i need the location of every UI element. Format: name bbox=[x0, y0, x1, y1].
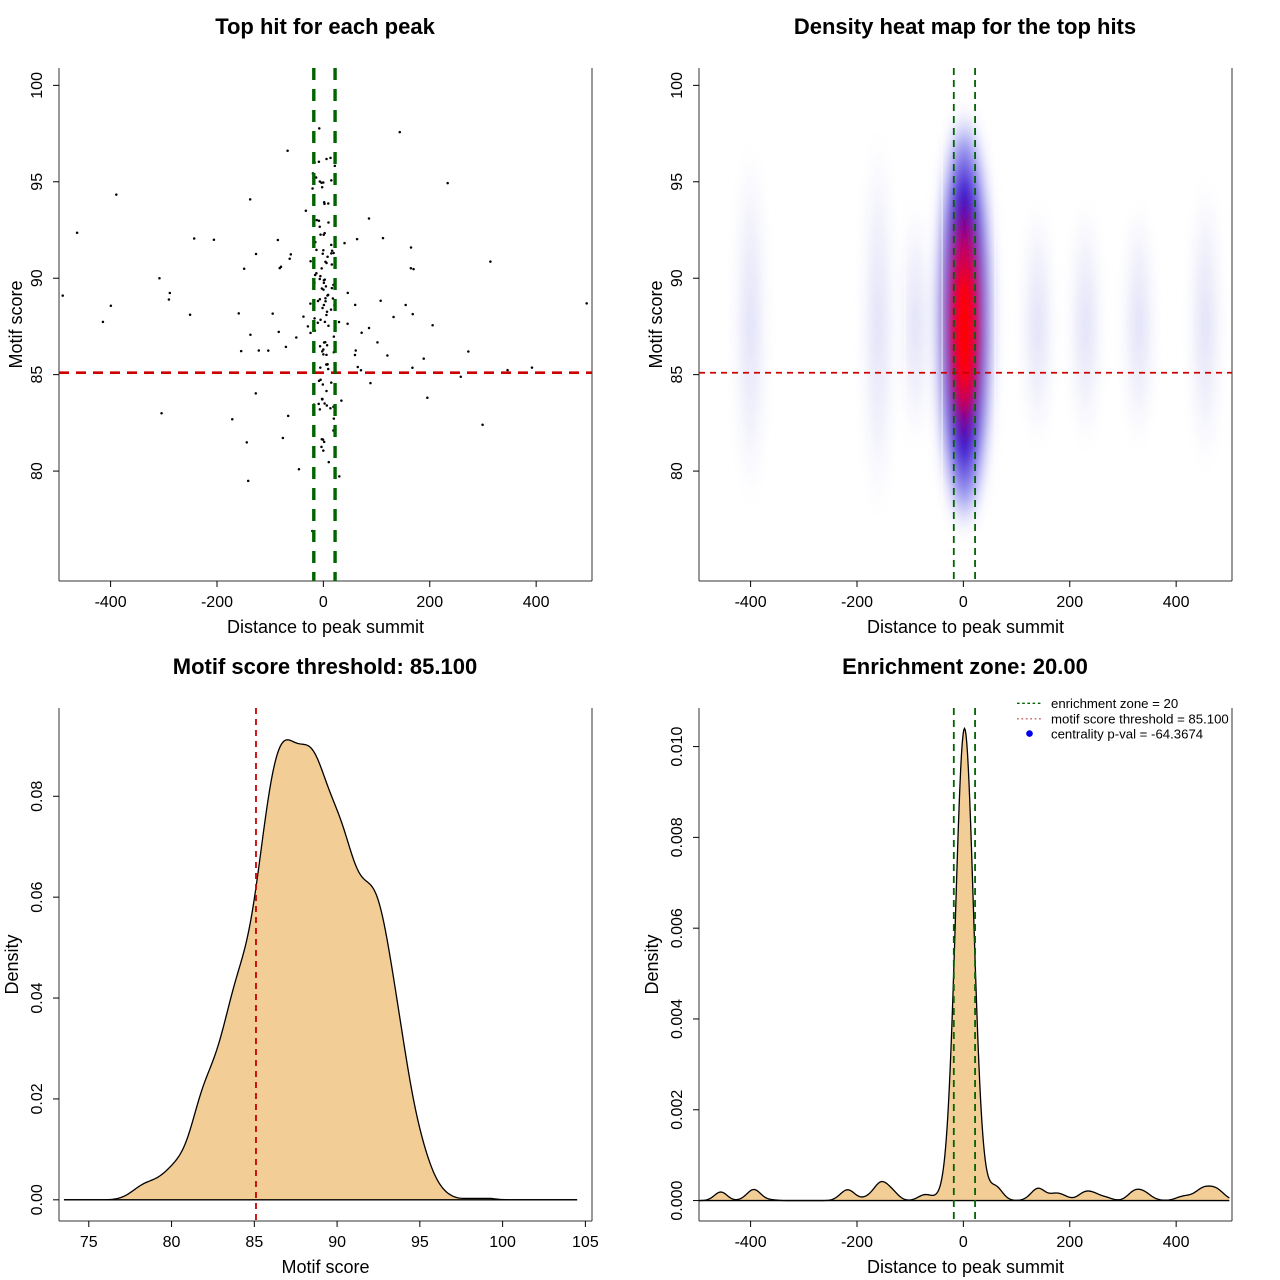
svg-text:0.000: 0.000 bbox=[669, 1180, 686, 1220]
svg-text:Motif score: Motif score bbox=[281, 1257, 369, 1277]
svg-text:400: 400 bbox=[1163, 594, 1190, 611]
svg-text:-200: -200 bbox=[841, 1234, 873, 1251]
svg-text:Distance to peak summit: Distance to peak summit bbox=[867, 1257, 1064, 1277]
svg-text:100: 100 bbox=[489, 1234, 516, 1251]
svg-text:Motif score threshold: 85.100: Motif score threshold: 85.100 bbox=[173, 654, 477, 679]
svg-text:Distance to peak summit: Distance to peak summit bbox=[227, 617, 424, 637]
svg-text:0.010: 0.010 bbox=[669, 726, 686, 766]
svg-text:0.002: 0.002 bbox=[669, 1090, 686, 1130]
svg-text:-200: -200 bbox=[201, 594, 233, 611]
svg-text:-400: -400 bbox=[735, 594, 767, 611]
svg-text:200: 200 bbox=[416, 594, 443, 611]
svg-text:100: 100 bbox=[669, 72, 686, 99]
svg-text:0.004: 0.004 bbox=[669, 999, 686, 1039]
svg-text:Top hit for each peak: Top hit for each peak bbox=[215, 14, 435, 39]
svg-text:-400: -400 bbox=[735, 1234, 767, 1251]
svg-text:200: 200 bbox=[1056, 1234, 1083, 1251]
svg-text:90: 90 bbox=[669, 269, 686, 287]
svg-text:85: 85 bbox=[669, 366, 686, 384]
svg-text:105: 105 bbox=[572, 1234, 599, 1251]
svg-text:90: 90 bbox=[29, 269, 46, 287]
svg-text:Motif score: Motif score bbox=[646, 280, 666, 368]
svg-text:-200: -200 bbox=[841, 594, 873, 611]
svg-text:80: 80 bbox=[163, 1234, 181, 1251]
svg-text:enrichment zone = 20: enrichment zone = 20 bbox=[1051, 696, 1178, 711]
svg-text:Density heat map for the top h: Density heat map for the top hits bbox=[794, 14, 1136, 39]
svg-text:Enrichment zone: 20.00: Enrichment zone: 20.00 bbox=[842, 654, 1088, 679]
svg-text:Density: Density bbox=[2, 934, 22, 994]
svg-text:80: 80 bbox=[29, 462, 46, 480]
svg-text:0: 0 bbox=[959, 1234, 968, 1251]
svg-text:200: 200 bbox=[1056, 594, 1083, 611]
svg-text:0.06: 0.06 bbox=[29, 881, 46, 912]
svg-text:100: 100 bbox=[29, 72, 46, 99]
svg-text:0.006: 0.006 bbox=[669, 908, 686, 948]
svg-text:75: 75 bbox=[80, 1234, 98, 1251]
svg-text:0.02: 0.02 bbox=[29, 1083, 46, 1114]
svg-text:400: 400 bbox=[523, 594, 550, 611]
svg-text:0.00: 0.00 bbox=[29, 1184, 46, 1215]
svg-text:0: 0 bbox=[319, 594, 328, 611]
svg-text:centrality p-val = -64.3674: centrality p-val = -64.3674 bbox=[1051, 726, 1203, 741]
svg-text:80: 80 bbox=[669, 462, 686, 480]
svg-text:85: 85 bbox=[29, 366, 46, 384]
svg-text:95: 95 bbox=[411, 1234, 429, 1251]
svg-text:0.008: 0.008 bbox=[669, 817, 686, 857]
svg-text:85: 85 bbox=[245, 1234, 263, 1251]
svg-text:Density: Density bbox=[642, 934, 662, 994]
svg-text:-400: -400 bbox=[95, 594, 127, 611]
svg-text:400: 400 bbox=[1163, 1234, 1190, 1251]
svg-text:90: 90 bbox=[328, 1234, 346, 1251]
svg-text:Motif score: Motif score bbox=[6, 280, 26, 368]
svg-text:0.08: 0.08 bbox=[29, 781, 46, 812]
svg-text:Distance to peak summit: Distance to peak summit bbox=[867, 617, 1064, 637]
svg-text:95: 95 bbox=[29, 173, 46, 191]
svg-text:0: 0 bbox=[959, 594, 968, 611]
svg-text:95: 95 bbox=[669, 173, 686, 191]
svg-text:0.04: 0.04 bbox=[29, 982, 46, 1013]
svg-text:motif score threshold = 85.100: motif score threshold = 85.100 bbox=[1051, 712, 1229, 727]
